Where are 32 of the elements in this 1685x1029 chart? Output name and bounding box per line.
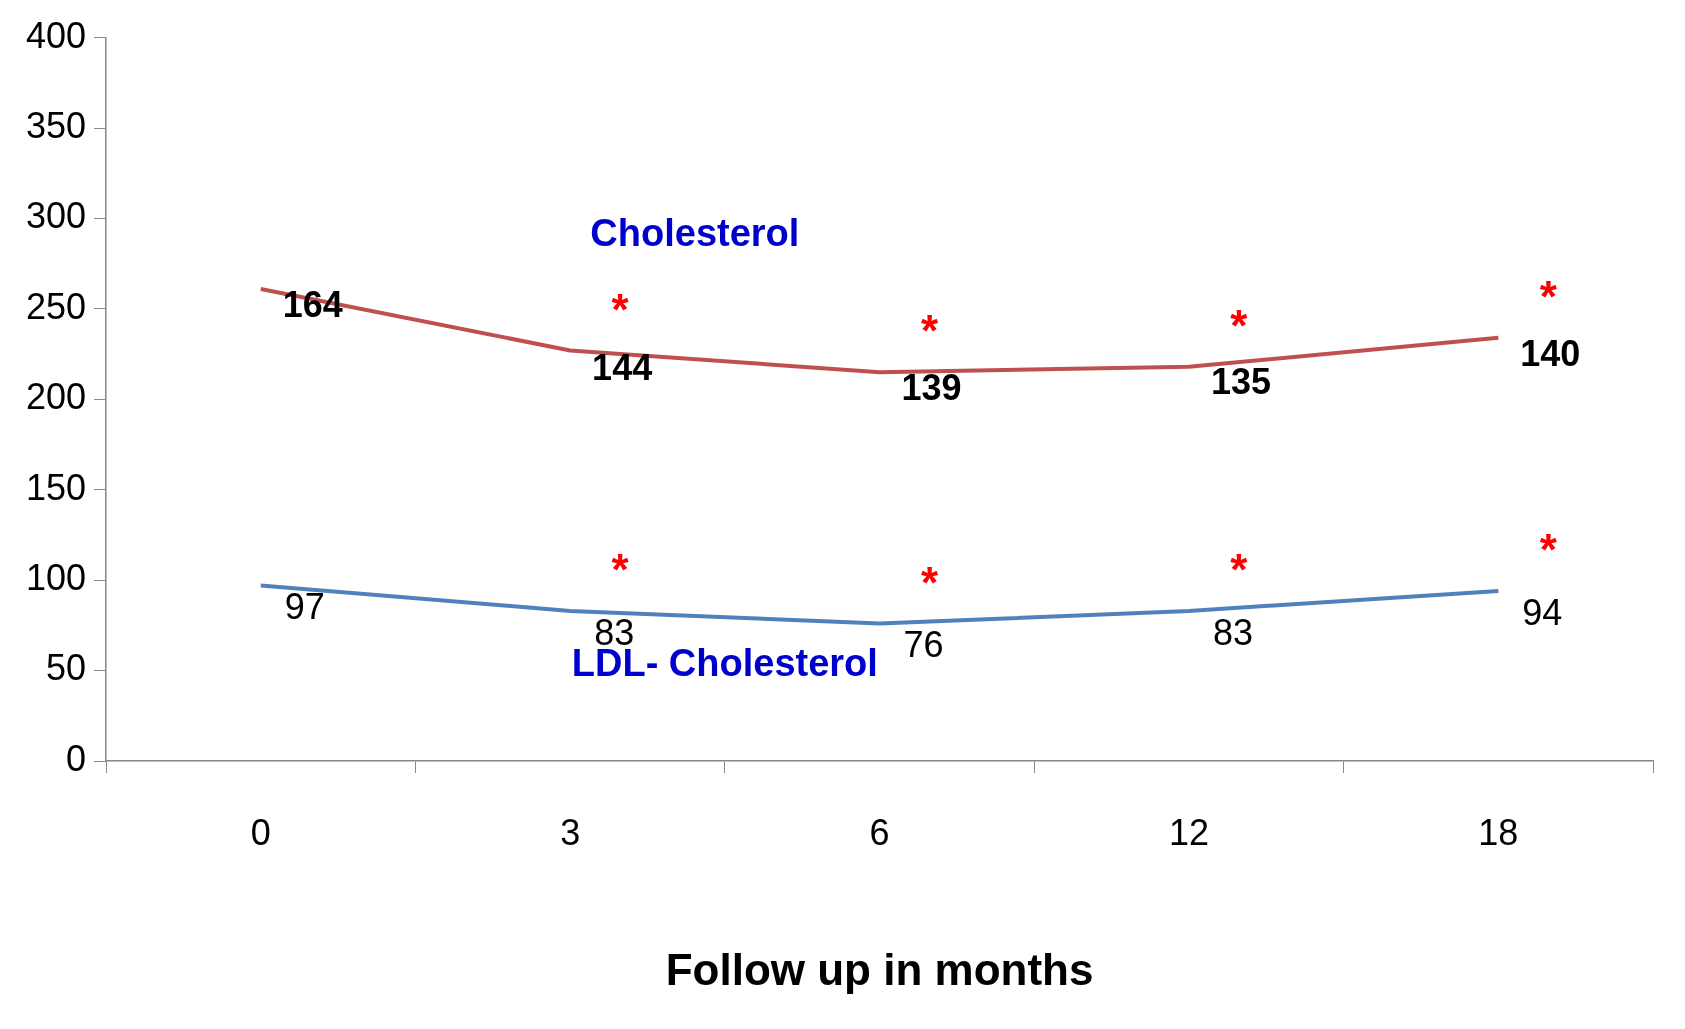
text: Cholesterol [590, 211, 800, 254]
annotation: * [1539, 271, 1558, 321]
annotation: 135 [1210, 361, 1271, 403]
y-tick-label: 300 [25, 195, 87, 237]
y-tick-label: 100 [25, 557, 87, 599]
y-tick-label: 400 [25, 14, 87, 56]
x-tick-label: 6 [869, 811, 890, 853]
annotation: * [1230, 300, 1249, 350]
x-axis-title: Follow up in months [665, 944, 1094, 994]
annotation: * [1230, 545, 1249, 595]
annotation: 139 [901, 366, 962, 408]
data-label: 94 [1522, 591, 1563, 633]
x-tick-label: 0 [250, 811, 271, 853]
annotation: * [920, 557, 939, 607]
y-tick-label: 50 [46, 647, 87, 689]
data-label: 76 [903, 624, 944, 666]
x-tick-label: 18 [1478, 811, 1519, 853]
y-tick-label: 150 [25, 466, 87, 508]
y-tick-label: 0 [66, 737, 87, 779]
data-label: 83 [1212, 611, 1253, 653]
y-tick-label: 350 [25, 104, 87, 146]
annotation: * [1539, 525, 1558, 575]
annotation: * [611, 545, 630, 595]
y-tick-label: 250 [25, 285, 87, 327]
x-tick-label: 3 [560, 811, 581, 853]
x-tick-label: 12 [1168, 811, 1209, 853]
annotation: * [611, 284, 630, 334]
annotation: 144 [592, 347, 653, 389]
data-label: 97 [284, 586, 325, 628]
annotation: * [920, 306, 939, 356]
annotation: 140 [1520, 332, 1581, 374]
y-tick-label: 200 [25, 376, 87, 418]
